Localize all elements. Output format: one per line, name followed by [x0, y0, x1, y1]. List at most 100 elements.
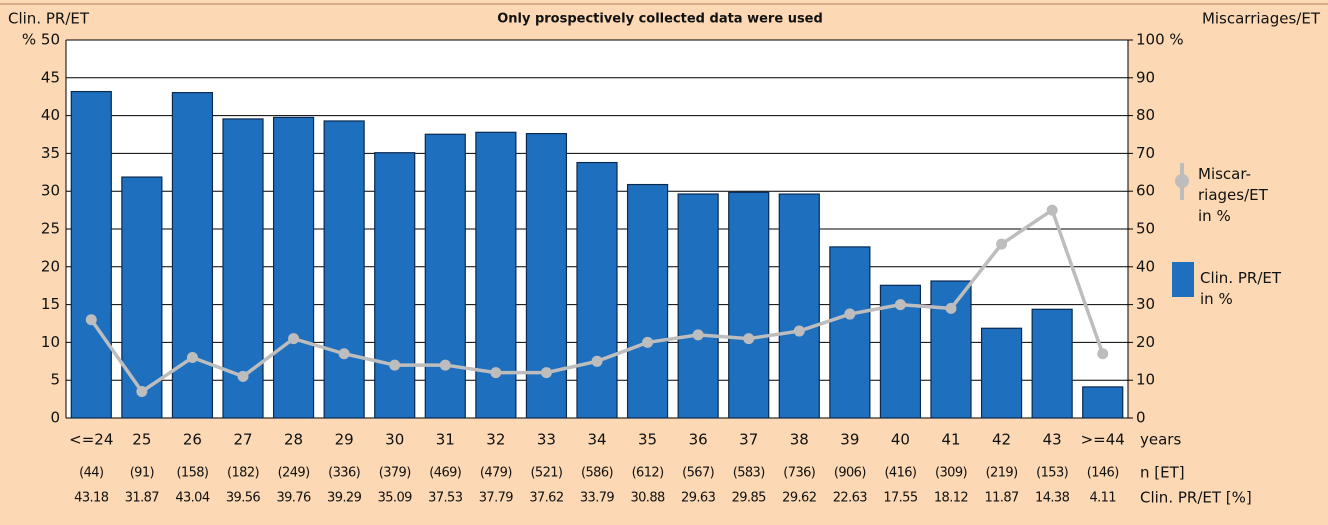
y2-tick-label: 100 %	[1136, 31, 1184, 49]
line-point	[490, 367, 502, 379]
line-point	[288, 333, 300, 345]
y-tick-label: 40	[41, 106, 60, 124]
x-tick-label: 42	[992, 431, 1011, 449]
line-point	[540, 367, 552, 379]
n-label: (91)	[130, 466, 154, 481]
bar	[778, 193, 820, 419]
bar	[626, 183, 669, 419]
n-label: (583)	[733, 466, 765, 481]
y-tick-label: 45	[41, 68, 60, 86]
value-label: 29.85	[732, 491, 767, 506]
bar	[1031, 308, 1073, 419]
value-label: 35.09	[378, 491, 413, 506]
x-tick-label: 33	[537, 431, 556, 449]
y-tick-label: 20	[41, 257, 60, 275]
bar	[576, 161, 618, 419]
line-point	[996, 238, 1008, 250]
bar	[728, 191, 770, 419]
line-point	[894, 299, 906, 311]
line-point	[1097, 348, 1109, 360]
y-tick-label: % 50	[22, 31, 60, 49]
x-tick-label: 37	[739, 431, 758, 449]
bar	[171, 92, 214, 419]
x-tick-label: 32	[486, 431, 505, 449]
line-point	[1046, 204, 1058, 216]
y2-tick-label: 50	[1136, 220, 1155, 238]
x-tick-label: >=44	[1081, 431, 1125, 449]
bar	[980, 327, 1023, 419]
value-label: 39.29	[327, 491, 362, 506]
bar	[1082, 386, 1124, 419]
y-tick-label: 15	[41, 295, 60, 313]
n-label: (469)	[429, 466, 461, 481]
y2-tick-label: 0	[1136, 409, 1146, 427]
value-label: 17.55	[883, 491, 918, 506]
line-point	[945, 302, 957, 314]
line-point	[338, 348, 350, 360]
y-tick-label: 25	[41, 220, 60, 238]
bar	[70, 90, 112, 419]
x-tick-label: 30	[385, 431, 404, 449]
n-label: (44)	[79, 466, 103, 481]
value-label: 29.62	[782, 491, 816, 506]
n-label: (736)	[783, 466, 815, 481]
x-tick-label: 29	[335, 431, 354, 449]
value-label: 43.04	[175, 491, 210, 506]
y-axis-title: Clin. PR/ET	[8, 10, 90, 28]
y2-axis-title: Miscarriages/ET	[1202, 10, 1321, 28]
line-point	[642, 336, 654, 348]
n-label: (416)	[884, 466, 916, 481]
line-point	[389, 359, 401, 371]
chart-title: Only prospectively collected data were u…	[497, 12, 823, 27]
y2-tick-label: 40	[1136, 257, 1155, 275]
n-label: (309)	[935, 466, 967, 481]
x-tick-label: 41	[941, 431, 960, 449]
line-point	[136, 386, 148, 398]
y-tick-label: 30	[41, 182, 60, 200]
x-tick-label: 26	[183, 431, 202, 449]
bar	[930, 280, 972, 419]
line-point	[743, 333, 755, 345]
line-point	[793, 325, 805, 337]
x-tick-label: 25	[132, 431, 151, 449]
y-tick-label: 10	[41, 333, 60, 351]
y2-tick-label: 20	[1136, 333, 1155, 351]
y2-tick-label: 60	[1136, 182, 1155, 200]
bar	[829, 246, 871, 419]
x-tick-label: 28	[284, 431, 303, 449]
x-axis-title: years	[1140, 431, 1181, 449]
n-label: (567)	[682, 466, 714, 481]
x-tick-label: 43	[1043, 431, 1062, 449]
value-label: 22.63	[833, 491, 868, 506]
y2-tick-label: 10	[1136, 371, 1155, 389]
value-label: 39.76	[276, 491, 311, 506]
line-point	[591, 355, 603, 367]
pr-row-label: Clin. PR/ET [%]	[1140, 489, 1252, 507]
n-label: (336)	[328, 466, 360, 481]
value-label: 33.79	[580, 491, 615, 506]
bar	[121, 176, 163, 419]
legend-label: Miscar-riages/ET in %	[1198, 165, 1269, 225]
value-label: 31.87	[125, 491, 160, 506]
y2-tick-label: 80	[1136, 106, 1155, 124]
value-label: 11.87	[984, 491, 1019, 506]
n-label: (158)	[176, 466, 208, 481]
n-row-label: n [ET]	[1140, 464, 1185, 482]
n-label: (906)	[834, 466, 866, 481]
n-label: (521)	[530, 466, 562, 481]
value-label: 39.56	[226, 491, 261, 506]
x-tick-label: 39	[840, 431, 859, 449]
x-tick-label: 27	[233, 431, 252, 449]
bar	[374, 152, 416, 419]
n-label: (219)	[986, 466, 1018, 481]
legend-dot	[1175, 174, 1189, 188]
bar	[272, 116, 315, 419]
value-label: 14.38	[1035, 491, 1070, 506]
legend-swatch	[1172, 262, 1194, 297]
line-point	[439, 359, 451, 371]
value-label: 43.18	[74, 491, 109, 506]
n-label: (146)	[1087, 466, 1119, 481]
bar	[677, 193, 719, 419]
y-tick-label: 0	[50, 409, 60, 427]
value-label: 29.63	[681, 491, 716, 506]
